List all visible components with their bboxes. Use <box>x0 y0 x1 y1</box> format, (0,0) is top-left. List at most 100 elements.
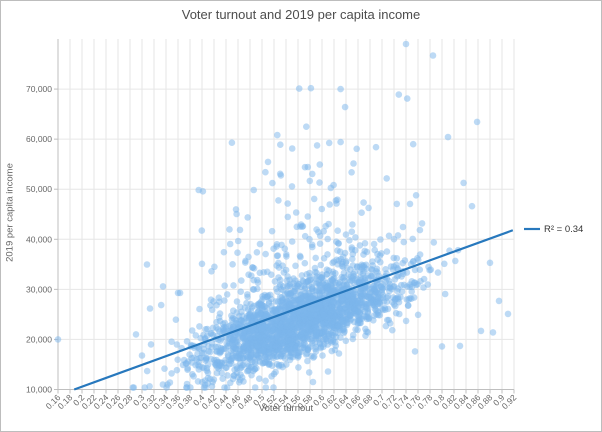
data-point[interactable] <box>223 291 231 298</box>
data-point[interactable] <box>207 302 214 309</box>
data-point[interactable] <box>329 306 336 314</box>
data-point[interactable] <box>287 323 295 331</box>
data-point[interactable] <box>173 341 181 348</box>
data-point[interactable] <box>394 287 401 295</box>
data-point[interactable] <box>325 139 333 147</box>
data-point[interactable] <box>256 300 263 307</box>
data-point[interactable] <box>233 298 241 305</box>
data-point[interactable] <box>208 330 215 337</box>
data-point[interactable] <box>264 268 271 276</box>
data-point[interactable] <box>212 343 219 351</box>
data-point[interactable] <box>281 245 289 252</box>
data-point[interactable] <box>182 360 190 368</box>
data-point[interactable] <box>338 262 346 270</box>
data-point[interactable] <box>324 368 332 375</box>
data-point[interactable] <box>286 300 293 308</box>
data-point[interactable] <box>301 259 309 267</box>
data-point[interactable] <box>215 314 223 321</box>
data-point[interactable] <box>159 381 167 388</box>
data-point[interactable] <box>334 322 342 330</box>
data-point[interactable] <box>199 364 206 371</box>
data-point[interactable] <box>168 338 175 346</box>
data-point[interactable] <box>438 343 446 350</box>
data-point[interactable] <box>359 263 366 270</box>
data-point[interactable] <box>386 284 393 291</box>
data-point[interactable] <box>270 384 277 391</box>
data-point[interactable] <box>323 286 331 294</box>
data-point[interactable] <box>277 323 284 331</box>
data-point[interactable] <box>213 318 220 326</box>
data-point[interactable] <box>264 158 272 166</box>
data-point[interactable] <box>372 143 380 151</box>
data-point[interactable] <box>390 254 398 262</box>
data-point[interactable] <box>389 298 396 306</box>
data-point[interactable] <box>198 227 206 234</box>
data-point[interactable] <box>285 283 292 290</box>
data-point[interactable] <box>460 179 467 187</box>
data-point[interactable] <box>143 367 151 375</box>
data-point[interactable] <box>348 277 355 284</box>
data-point[interactable] <box>420 275 428 283</box>
data-point[interactable] <box>329 298 337 305</box>
data-point[interactable] <box>183 338 191 345</box>
data-point[interactable] <box>318 274 326 282</box>
data-point[interactable] <box>334 227 342 234</box>
data-point[interactable] <box>324 235 332 243</box>
data-point[interactable] <box>349 221 356 228</box>
data-point[interactable] <box>393 261 400 269</box>
data-point[interactable] <box>366 299 374 307</box>
data-point[interactable] <box>385 232 393 240</box>
data-point[interactable] <box>138 352 146 359</box>
data-point[interactable] <box>221 384 228 391</box>
data-point[interactable] <box>273 285 280 293</box>
data-point[interactable] <box>318 205 326 213</box>
data-point[interactable] <box>349 335 357 343</box>
data-point[interactable] <box>245 271 252 279</box>
data-point[interactable] <box>404 302 412 310</box>
data-point[interactable] <box>199 188 207 195</box>
data-point[interactable] <box>219 325 227 333</box>
data-point[interactable] <box>301 232 309 240</box>
data-point[interactable] <box>304 335 311 343</box>
data-point[interactable] <box>316 240 324 247</box>
data-point[interactable] <box>341 103 349 111</box>
data-point[interactable] <box>403 95 411 102</box>
data-point[interactable] <box>256 334 264 342</box>
data-point[interactable] <box>352 234 359 241</box>
data-point[interactable] <box>229 340 236 347</box>
data-point[interactable] <box>290 297 298 304</box>
data-point[interactable] <box>224 372 231 379</box>
data-point[interactable] <box>495 297 503 305</box>
data-point[interactable] <box>374 300 382 308</box>
data-point[interactable] <box>259 347 267 355</box>
data-point[interactable] <box>486 259 494 267</box>
data-point[interactable] <box>356 268 364 276</box>
data-point[interactable] <box>312 318 320 325</box>
data-point[interactable] <box>265 300 273 307</box>
data-point[interactable] <box>354 326 361 334</box>
data-point[interactable] <box>319 320 327 328</box>
data-point[interactable] <box>412 192 420 199</box>
data-point[interactable] <box>361 247 369 255</box>
data-point[interactable] <box>308 352 315 360</box>
data-point[interactable] <box>349 255 356 263</box>
data-point[interactable] <box>365 204 372 212</box>
data-point[interactable] <box>441 260 448 268</box>
data-point[interactable] <box>383 175 391 182</box>
data-point[interactable] <box>377 236 384 243</box>
data-point[interactable] <box>273 241 281 248</box>
data-point[interactable] <box>242 259 249 266</box>
data-point[interactable] <box>323 271 331 278</box>
data-point[interactable] <box>337 255 345 263</box>
data-point[interactable] <box>244 291 251 298</box>
data-point[interactable] <box>198 378 206 386</box>
data-point[interactable] <box>356 242 364 249</box>
data-point[interactable] <box>409 140 417 148</box>
data-point[interactable] <box>204 369 212 377</box>
data-point[interactable] <box>262 377 269 385</box>
data-point[interactable] <box>270 354 277 362</box>
data-point[interactable] <box>409 235 417 243</box>
data-point[interactable] <box>228 139 236 146</box>
data-point[interactable] <box>369 267 376 274</box>
data-point[interactable] <box>204 374 212 382</box>
